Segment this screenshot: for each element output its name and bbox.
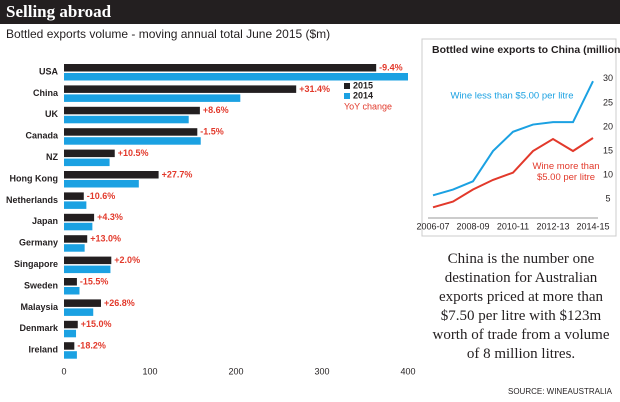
x-tick-label: 2012-13: [536, 221, 569, 231]
category-label: Netherlands: [6, 195, 58, 205]
x-tick-label: 2014-15: [576, 221, 609, 231]
category-label: Ireland: [28, 345, 58, 355]
x-tick-label: 0: [61, 366, 66, 376]
bar: [64, 351, 77, 359]
y-tick-label: 5: [605, 194, 610, 204]
bar: [64, 106, 200, 115]
note: China is the number one destination for …: [432, 251, 610, 362]
change-label: +13.0%: [90, 234, 121, 244]
bar: [64, 278, 77, 286]
legend-swatch: [344, 83, 350, 89]
change-label: -18.2%: [77, 341, 106, 351]
legend-label: 2015: [353, 80, 373, 90]
bar: [64, 85, 297, 93]
change-label: +4.3%: [97, 212, 123, 222]
series-label: Wine more than $5.00 per litre: [532, 161, 600, 183]
bar: [64, 115, 189, 124]
category-label: Japan: [32, 216, 58, 226]
bar: [64, 213, 95, 222]
legend-label: 2014: [353, 90, 373, 100]
bar: [64, 256, 112, 265]
line: [432, 137, 594, 209]
category-label: Germany: [19, 238, 58, 248]
header-title: Selling abroad: [6, 2, 112, 21]
bar: [64, 342, 75, 350]
category-label: China: [33, 88, 59, 98]
legend-swatch: [344, 93, 350, 99]
series-label: Wine less than $5.00 per litre: [450, 91, 573, 102]
bar: [64, 64, 377, 72]
change-label: +10.5%: [118, 148, 149, 158]
x-tick-label: 2006-07: [416, 221, 449, 231]
category-label: Malaysia: [20, 302, 59, 312]
category-label: Denmark: [19, 323, 59, 333]
source: SOURCE: WINEAUSTRALIA: [508, 387, 613, 396]
bar: [64, 329, 77, 338]
chart-title: Bottled wine exports to China (million l…: [432, 44, 620, 56]
change-label: +27.7%: [162, 169, 193, 179]
bar: [64, 287, 80, 295]
category-label: UK: [45, 109, 58, 119]
y-tick-label: 25: [603, 97, 613, 107]
header-bar: [0, 0, 620, 24]
bar: [64, 73, 408, 81]
y-tick-label: 30: [603, 73, 613, 83]
bar: [64, 158, 110, 167]
chart-title: Bottled exports volume - moving annual t…: [6, 27, 330, 41]
change-label: -9.4%: [379, 62, 403, 72]
change-label: +8.6%: [203, 105, 229, 115]
category-label: Singapore: [14, 259, 58, 269]
bar: [64, 244, 85, 252]
bar: [64, 299, 101, 307]
category-label: Hong Kong: [10, 173, 59, 183]
category-label: Sweden: [24, 280, 58, 290]
bar: [64, 94, 241, 102]
line: [432, 80, 594, 197]
category-label: NZ: [46, 152, 58, 162]
bar: [64, 137, 201, 145]
y-tick-label: 15: [603, 145, 613, 155]
bar: [64, 265, 111, 274]
panel: [421, 38, 617, 237]
bar: [64, 201, 87, 209]
bar: [64, 222, 93, 231]
x-tick-label: 100: [142, 366, 157, 376]
bar: [64, 235, 88, 243]
bar: [64, 192, 84, 200]
x-tick-label: 400: [400, 366, 415, 376]
bar: [64, 308, 94, 316]
x-tick-label: 200: [228, 366, 243, 376]
x-tick-label: 2008-09: [456, 221, 489, 231]
change-label: +31.4%: [299, 84, 330, 94]
bar: [64, 180, 139, 188]
change-label: -15.5%: [80, 276, 109, 286]
change-label: -1.5%: [200, 127, 224, 137]
y-tick-label: 20: [603, 121, 613, 131]
bar: [64, 149, 115, 158]
bar: [64, 320, 78, 329]
x-tick-label: 300: [314, 366, 329, 376]
legend-title: YoY change: [344, 101, 392, 111]
change-label: -10.6%: [87, 191, 116, 201]
change-label: +15.0%: [81, 319, 112, 329]
bar: [64, 171, 159, 179]
change-label: +26.8%: [104, 298, 135, 308]
category-label: USA: [39, 66, 59, 76]
change-label: +2.0%: [114, 255, 140, 265]
x-tick-label: 2010-11: [497, 221, 529, 231]
y-tick-label: 10: [603, 169, 613, 179]
category-label: Canada: [25, 131, 59, 141]
bar: [64, 128, 198, 136]
